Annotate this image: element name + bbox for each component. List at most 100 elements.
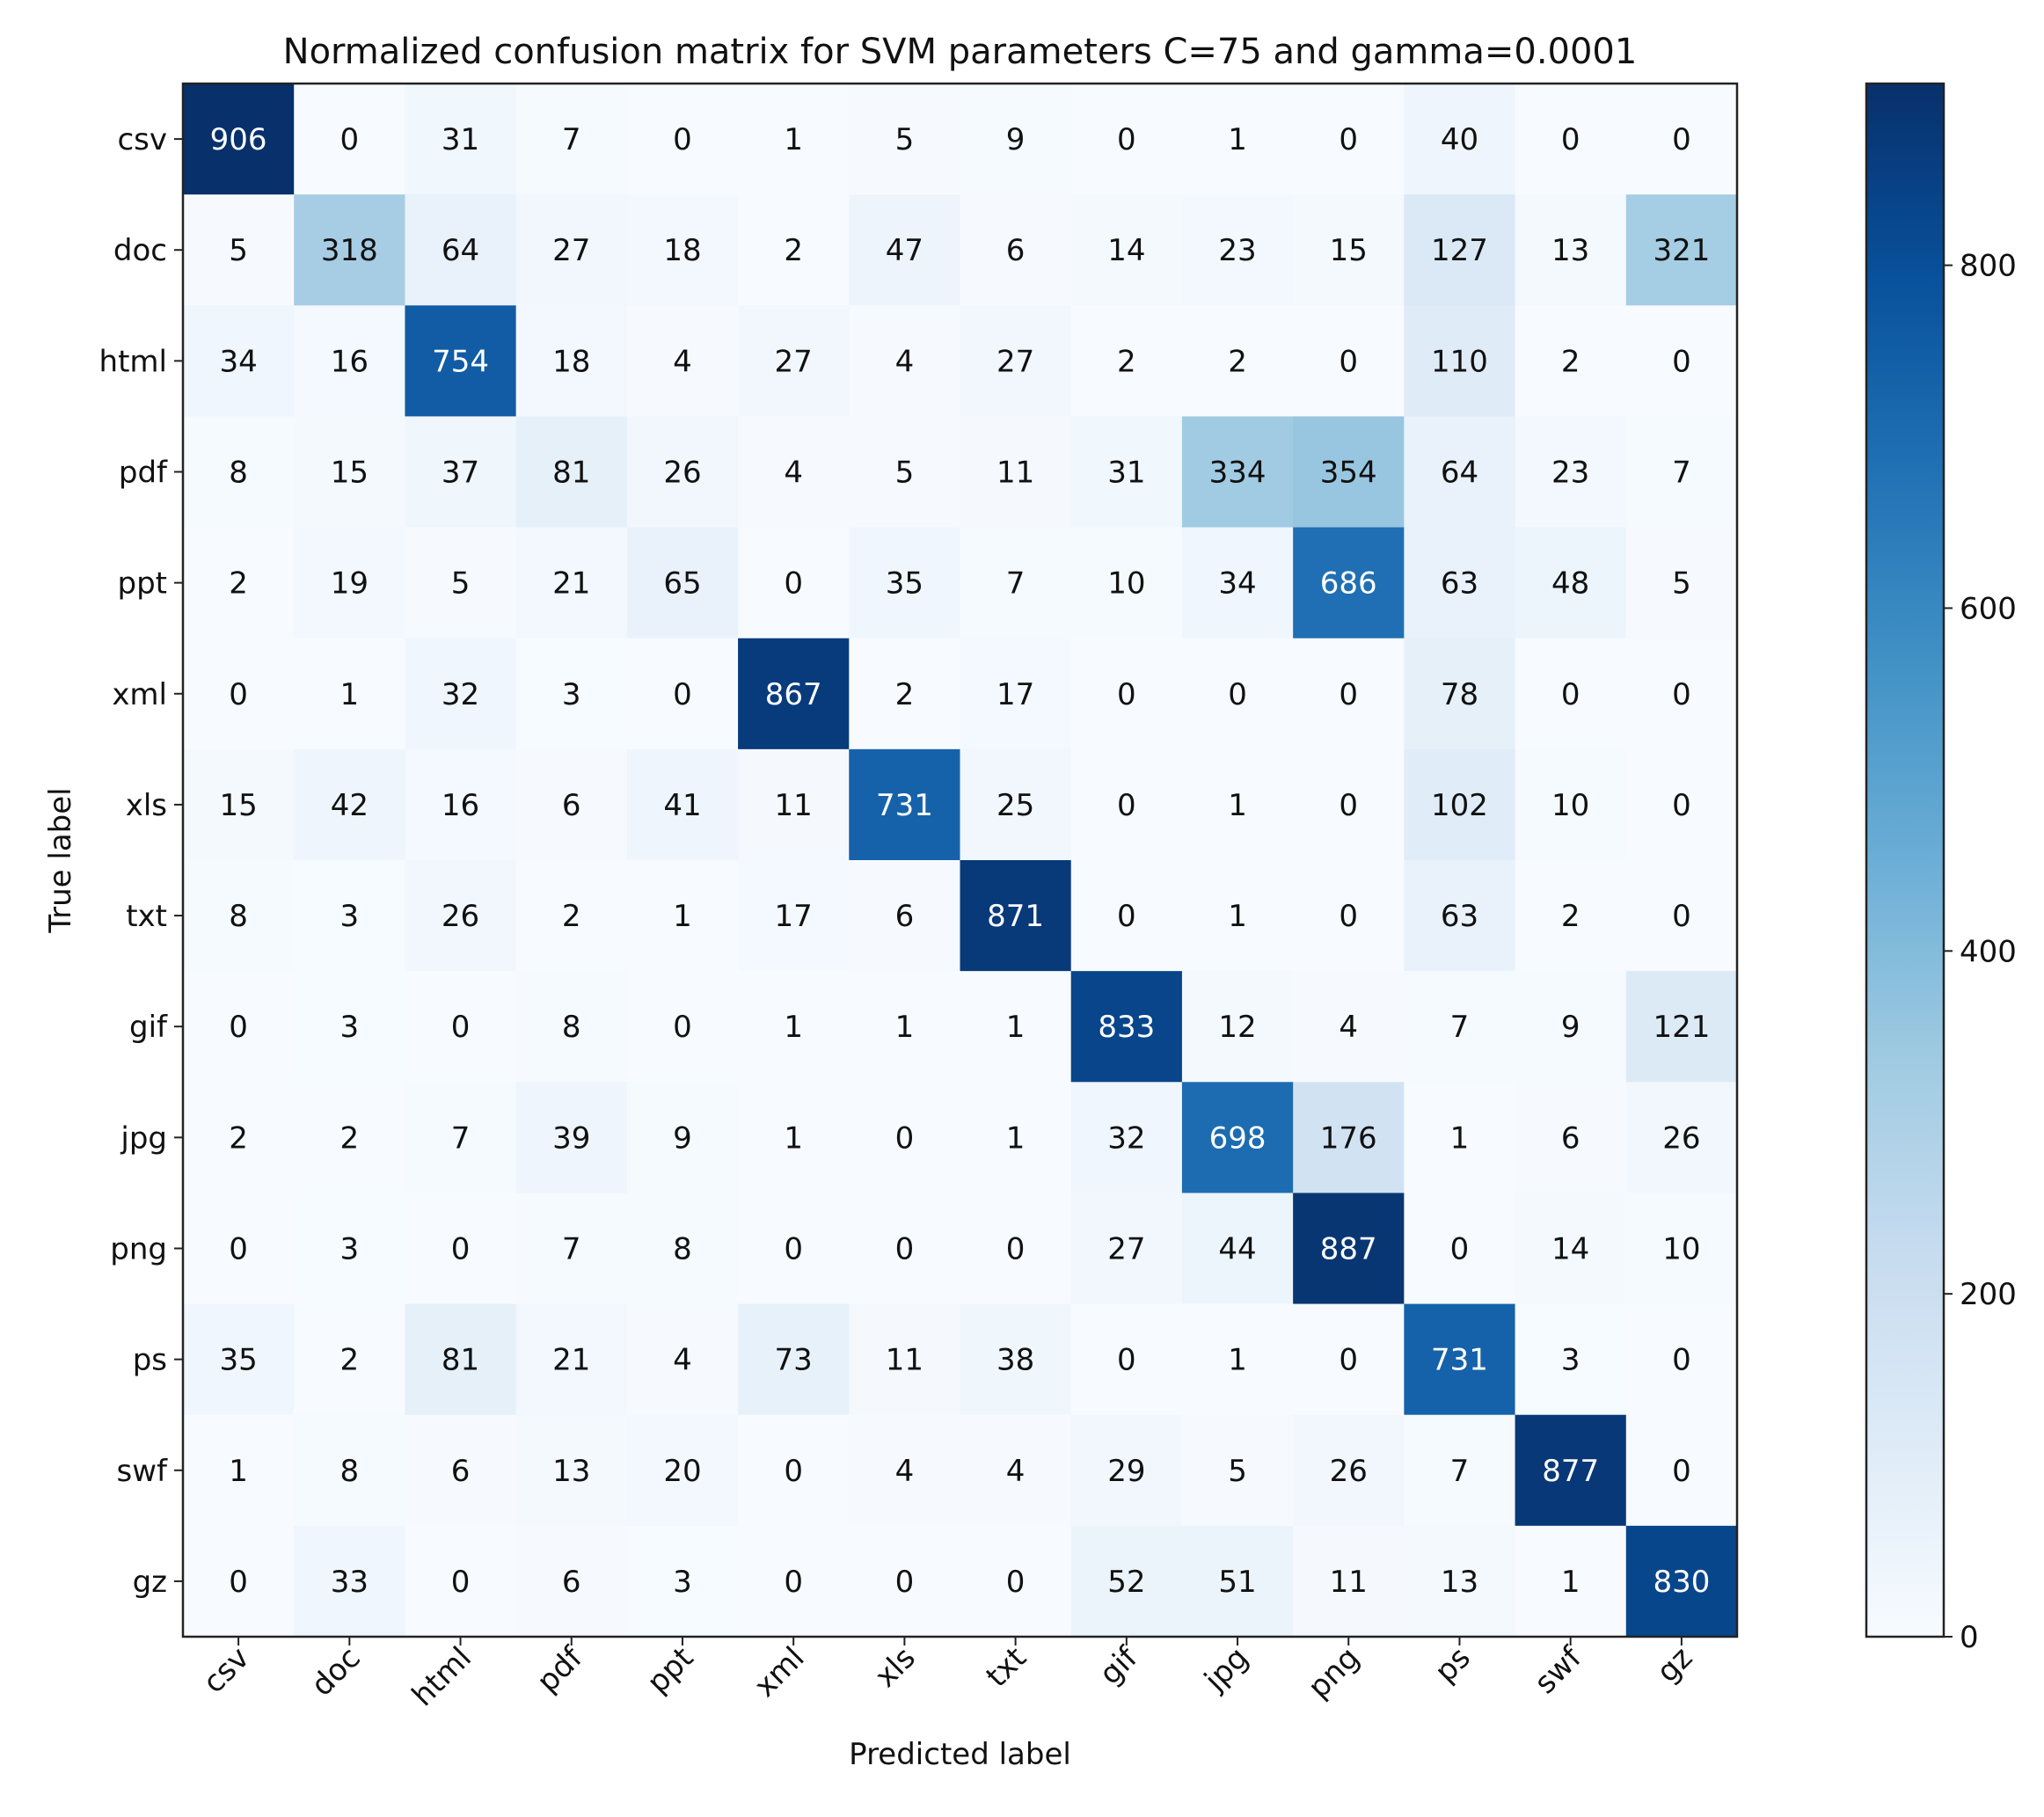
heatmap-cell xyxy=(183,84,295,195)
heatmap-cell xyxy=(1070,860,1183,972)
heatmap-cell xyxy=(294,971,405,1083)
cell-value-label: 2 xyxy=(229,1120,248,1156)
heatmap-cell xyxy=(1293,860,1405,972)
cell-value-label: 0 xyxy=(451,1232,471,1267)
colorbar-tick-label: 0 xyxy=(1960,1620,1979,1655)
heatmap-cell xyxy=(294,1082,405,1193)
cell-value-label: 11 xyxy=(775,788,813,823)
cell-value-label: 176 xyxy=(1320,1120,1377,1156)
cell-value-label: 6 xyxy=(895,899,915,934)
cell-value-label: 17 xyxy=(996,677,1034,712)
heatmap-cell xyxy=(849,1525,960,1638)
cell-value-label: 1 xyxy=(1450,1120,1470,1156)
y-tick-label: swf xyxy=(117,1454,169,1489)
cell-value-label: 21 xyxy=(552,1343,590,1378)
heatmap-cell xyxy=(183,638,295,750)
heatmap-cell xyxy=(1515,416,1627,529)
cell-value-label: 32 xyxy=(1107,1120,1145,1156)
heatmap-cell xyxy=(1181,971,1294,1083)
heatmap-cell xyxy=(1293,1414,1405,1527)
cell-value-label: 15 xyxy=(219,788,257,823)
cell-value-label: 7 xyxy=(562,122,581,157)
y-tick-label: html xyxy=(99,344,167,379)
cell-value-label: 0 xyxy=(1450,1232,1470,1267)
cell-value-label: 34 xyxy=(1218,566,1256,602)
cell-value-label: 40 xyxy=(1441,122,1478,157)
heatmap-cell xyxy=(1293,1525,1405,1638)
heatmap-cell xyxy=(960,1414,1072,1527)
cell-value-label: 4 xyxy=(673,1343,692,1378)
cell-value-label: 0 xyxy=(673,677,692,712)
x-tick-label: png xyxy=(1302,1640,1367,1705)
y-tick-label: ppt xyxy=(118,566,168,602)
cell-value-label: 64 xyxy=(442,233,479,268)
cell-value-label: 10 xyxy=(1551,788,1589,823)
heatmap-cell xyxy=(405,1193,517,1305)
cell-value-label: 871 xyxy=(987,899,1044,934)
heatmap-cell xyxy=(1181,194,1294,306)
heatmap-cell xyxy=(960,527,1072,639)
heatmap-cell xyxy=(738,1303,850,1416)
cell-value-label: 3 xyxy=(340,899,360,934)
heatmap-cell xyxy=(183,971,295,1083)
cell-value-label: 0 xyxy=(1117,677,1136,712)
cell-value-label: 830 xyxy=(1653,1565,1710,1600)
cell-value-label: 81 xyxy=(552,456,590,491)
heatmap-cell xyxy=(294,416,405,529)
heatmap-cell xyxy=(405,748,517,861)
heatmap-cell xyxy=(1515,1303,1627,1416)
heatmap-cell xyxy=(405,1414,517,1527)
heatmap-cell xyxy=(738,1525,850,1638)
heatmap-cell xyxy=(1070,1303,1183,1416)
heatmap-cell xyxy=(1404,1525,1516,1638)
heatmap-cell xyxy=(1070,305,1183,417)
y-axis-label: True label xyxy=(43,787,78,933)
heatmap-cell xyxy=(183,1414,295,1527)
heatmap-cell xyxy=(294,527,405,639)
cell-value-label: 73 xyxy=(775,1343,813,1378)
heatmap-cell xyxy=(515,860,628,972)
heatmap-cell xyxy=(1515,527,1627,639)
heatmap-cell xyxy=(515,638,628,750)
heatmap-cell xyxy=(405,860,517,972)
cell-value-label: 0 xyxy=(1339,788,1358,823)
heatmap-cell xyxy=(1181,638,1294,750)
heatmap-cell xyxy=(849,638,960,750)
heatmap-cell xyxy=(1404,1303,1516,1416)
heatmap-cell xyxy=(960,638,1072,750)
cell-value-label: 7 xyxy=(562,1232,581,1267)
heatmap-cell xyxy=(1181,305,1294,417)
cell-value-label: 9 xyxy=(673,1120,692,1156)
heatmap-cell xyxy=(960,194,1072,306)
heatmap-cell xyxy=(1181,1082,1294,1193)
cell-value-label: 81 xyxy=(442,1343,479,1378)
x-tick-label: ppt xyxy=(640,1640,700,1700)
heatmap-cell xyxy=(1293,1193,1405,1305)
cell-value-label: 0 xyxy=(895,1565,915,1600)
heatmap-cell xyxy=(738,416,850,529)
cell-value-label: 321 xyxy=(1653,233,1710,268)
cell-value-label: 63 xyxy=(1441,566,1478,602)
cell-value-label: 52 xyxy=(1107,1565,1145,1600)
cell-value-label: 48 xyxy=(1551,566,1589,602)
heatmap-cell xyxy=(738,305,850,417)
cell-value-label: 1 xyxy=(229,1454,248,1489)
cell-value-label: 0 xyxy=(1006,1232,1026,1267)
cell-value-label: 1 xyxy=(1228,788,1247,823)
cell-value-label: 37 xyxy=(442,456,479,491)
cell-value-label: 1 xyxy=(895,1010,915,1045)
cell-value-label: 1 xyxy=(1228,122,1247,157)
heatmap-cell xyxy=(1293,971,1405,1083)
cell-value-label: 6 xyxy=(451,1454,471,1489)
cell-value-label: 906 xyxy=(210,122,267,157)
cell-value-label: 44 xyxy=(1218,1232,1256,1267)
heatmap-cell xyxy=(515,1525,628,1638)
y-tick-label: ps xyxy=(133,1343,167,1378)
cell-value-label: 26 xyxy=(1662,1120,1700,1156)
heatmap-cell xyxy=(183,1525,295,1638)
cell-value-label: 1 xyxy=(1228,899,1247,934)
cell-value-label: 23 xyxy=(1218,233,1256,268)
heatmap-cell xyxy=(405,1525,517,1638)
cell-value-label: 8 xyxy=(229,456,248,491)
